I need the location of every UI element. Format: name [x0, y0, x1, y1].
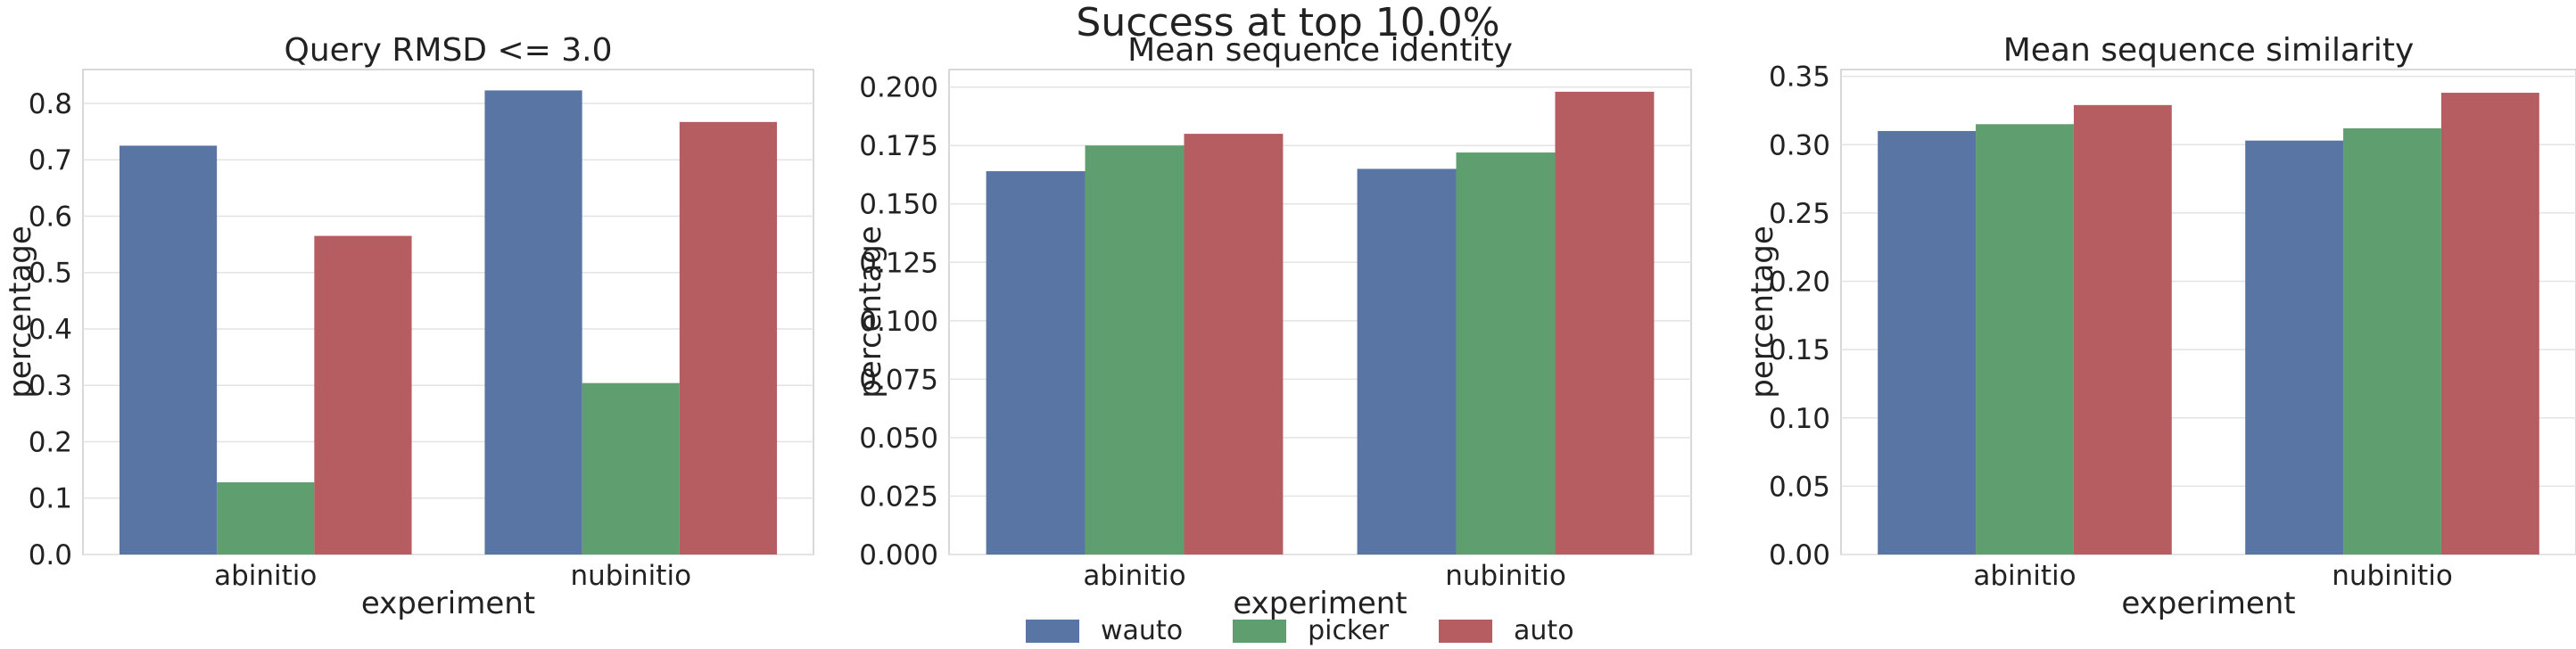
- y-tick-label: 0.075: [859, 364, 938, 396]
- chart-title-1: Query RMSD <= 3.0: [285, 32, 613, 69]
- y-tick-label: 0.3: [29, 370, 72, 402]
- legend-swatch-wauto: [1026, 619, 1079, 643]
- y-tick-label: 0.20: [1769, 267, 1830, 299]
- chart-title-3: Mean sequence similarity: [2003, 32, 2415, 69]
- legend-swatch-auto: [1439, 619, 1493, 643]
- legend-item-wauto: wauto: [1026, 615, 1183, 646]
- bar-picker-nubinitio: [582, 382, 680, 555]
- legend: wauto picker auto: [1026, 615, 1624, 646]
- bar-wauto-abinitio: [1878, 130, 1977, 555]
- y-tick-label: 0.05: [1769, 471, 1830, 503]
- bar-auto-nubinitio: [679, 121, 778, 555]
- bar-wauto-nubinitio: [484, 90, 582, 555]
- y-tick-label: 0.4: [29, 314, 72, 346]
- y-tick-label: 0.25: [1769, 198, 1830, 230]
- legend-label-wauto: wauto: [1101, 615, 1184, 646]
- y-tick-label: 0.6: [29, 201, 72, 233]
- y-axis-label: percentage: [3, 226, 38, 398]
- x-tick-label: nubinitio: [1445, 560, 1566, 592]
- y-tick-label: 0.1: [29, 483, 72, 515]
- y-axis-label: percentage: [1745, 226, 1780, 398]
- y-tick-label: 0.30: [1769, 129, 1830, 161]
- bar-picker-abinitio: [1976, 124, 2074, 555]
- bar-wauto-abinitio: [119, 145, 218, 555]
- y-tick-label: 0.10: [1769, 403, 1830, 435]
- y-tick-label: 0.0: [29, 539, 72, 571]
- x-axis-label: experiment: [1233, 586, 1407, 621]
- y-axis-label: percentage: [853, 226, 888, 398]
- bar-picker-abinitio: [1085, 145, 1185, 555]
- y-tick-label: 0.35: [1769, 62, 1830, 94]
- legend-label-picker: picker: [1308, 615, 1390, 646]
- x-tick-label: abinitio: [1083, 560, 1185, 592]
- legend-item-auto: auto: [1439, 615, 1574, 646]
- legend-swatch-picker: [1233, 619, 1287, 643]
- x-axis-label: experiment: [361, 586, 535, 621]
- figure-suptitle: Success at top 10.0%: [1076, 0, 1500, 45]
- x-axis-label: experiment: [2121, 586, 2295, 621]
- y-tick-label: 0.200: [859, 72, 938, 104]
- x-tick-label: abinitio: [1973, 560, 2076, 592]
- y-tick-label: 0.5: [29, 258, 72, 290]
- y-tick-label: 0.100: [859, 306, 938, 338]
- y-tick-label: 0.150: [859, 189, 938, 221]
- bar-wauto-abinitio: [986, 171, 1086, 555]
- bar-wauto-nubinitio: [2245, 140, 2344, 555]
- y-tick-label: 0.050: [859, 423, 938, 455]
- bar-auto-nubinitio: [1555, 91, 1655, 555]
- y-tick-label: 0.7: [29, 144, 72, 177]
- legend-label-auto: auto: [1514, 615, 1574, 646]
- legend-item-picker: picker: [1233, 615, 1389, 646]
- y-tick-label: 0.025: [859, 481, 938, 513]
- y-tick-label: 0.175: [859, 130, 938, 162]
- bar-wauto-nubinitio: [1357, 168, 1457, 555]
- y-tick-label: 0.125: [859, 247, 938, 279]
- chart-title-2: Mean sequence identity: [1127, 32, 1513, 69]
- x-tick-label: nubinitio: [2332, 560, 2453, 592]
- y-tick-label: 0.15: [1769, 334, 1830, 366]
- bar-picker-nubinitio: [1456, 152, 1556, 555]
- y-tick-label: 0.2: [29, 426, 72, 458]
- x-tick-label: abinitio: [214, 560, 317, 592]
- y-tick-label: 0.8: [29, 88, 72, 120]
- bar-auto-abinitio: [2073, 104, 2172, 555]
- bar-picker-nubinitio: [2343, 127, 2441, 555]
- bar-picker-abinitio: [217, 482, 315, 555]
- bar-auto-abinitio: [1184, 134, 1284, 555]
- x-tick-label: nubinitio: [570, 560, 691, 592]
- y-tick-label: 0.00: [1769, 539, 1830, 571]
- y-tick-label: 0.000: [859, 539, 938, 571]
- bar-auto-abinitio: [314, 235, 412, 555]
- bar-auto-nubinitio: [2440, 93, 2539, 555]
